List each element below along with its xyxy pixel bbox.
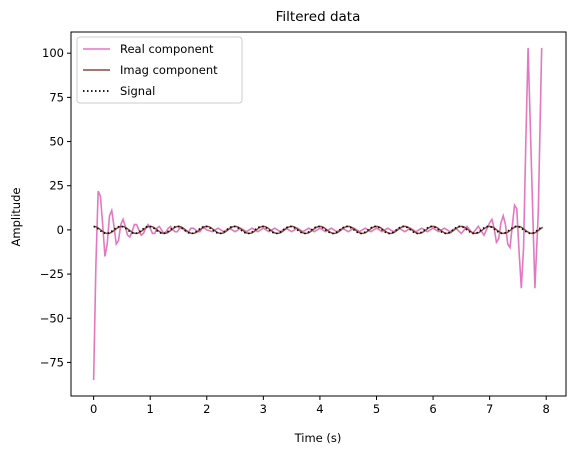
y-tick-label: −75 [40, 355, 64, 369]
y-tick-label: 25 [49, 179, 64, 193]
y-tick-label: 100 [42, 46, 64, 60]
y-axis-label: Amplitude [9, 188, 23, 247]
legend-label: Imag component [120, 63, 218, 77]
y-tick-label: 50 [49, 135, 64, 149]
legend: Real component Imag component Signal [76, 36, 243, 104]
series-real-component-line [92, 47, 543, 381]
x-tick-label: 4 [316, 402, 323, 416]
plot-area [92, 47, 544, 381]
x-tick-label: 1 [147, 402, 154, 416]
x-tick-label: 2 [203, 402, 210, 416]
chart-title: Filtered data [276, 9, 361, 25]
x-tick-label: 3 [260, 402, 267, 416]
y-tick-label: −25 [40, 267, 64, 281]
x-tick-label: 5 [373, 402, 380, 416]
series-signal-line [93, 225, 544, 235]
legend-label: Signal [120, 84, 155, 98]
legend-box [76, 36, 243, 104]
axes-frame [70, 31, 567, 397]
x-tick-label: 8 [543, 402, 550, 416]
axes: 0 1 2 3 4 5 6 7 8 −75 −50 −25 0 25 50 75 100 [40, 31, 567, 416]
x-tick-label: 6 [429, 402, 436, 416]
x-tick-label: 7 [486, 402, 493, 416]
legend-label: Real component [120, 42, 214, 56]
y-tick-label: 75 [49, 90, 64, 104]
y-tick-label: −50 [40, 311, 64, 325]
x-axis-label: Time (s) [294, 431, 342, 445]
y-tick-label: 0 [57, 223, 64, 237]
x-tick-label: 0 [90, 402, 97, 416]
